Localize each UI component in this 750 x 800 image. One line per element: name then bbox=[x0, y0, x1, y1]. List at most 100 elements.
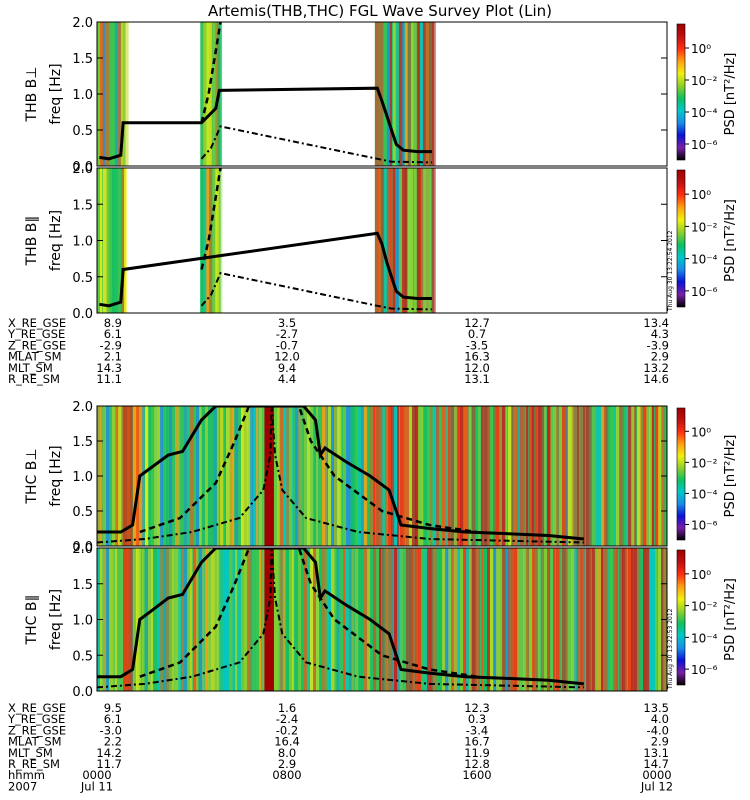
y-tick-label: 1.5 bbox=[72, 198, 93, 213]
spectrogram-column bbox=[541, 548, 545, 691]
y-tick-label: 1.0 bbox=[72, 614, 93, 629]
ephemeris-value: 3.5 bbox=[278, 316, 296, 330]
colorbar-tick-label: 10⁻⁴ bbox=[691, 106, 718, 120]
ephemeris-value: 9.4 bbox=[278, 361, 296, 375]
ephemeris-tables: X_RE_GSE 8.9 3.5 12.7 13.4 Y_RE_GSE 6.1 -2.7 0.7… bbox=[7, 316, 673, 793]
spectrogram-column bbox=[277, 548, 280, 691]
ephemeris-value: Jul 12 bbox=[640, 779, 673, 793]
spectrogram-column bbox=[610, 406, 615, 546]
spectrogram-column bbox=[313, 548, 316, 691]
spectrogram-column bbox=[649, 406, 652, 546]
y-tick-label: 2.0 bbox=[72, 400, 93, 415]
spectrogram-column bbox=[121, 22, 124, 166]
spectrogram-column bbox=[394, 406, 398, 546]
spectrogram-column bbox=[226, 406, 230, 546]
spectrogram-column bbox=[406, 406, 409, 546]
ephemeris-row-label: MLT_SM bbox=[8, 361, 53, 375]
spectrogram-column bbox=[469, 406, 471, 546]
spectrogram-column bbox=[325, 406, 329, 546]
spectrogram-column bbox=[391, 406, 396, 546]
spectrogram-column bbox=[376, 406, 380, 546]
spectrogram-column bbox=[565, 548, 568, 691]
spectrogram-column bbox=[376, 548, 380, 691]
spectrogram-column bbox=[142, 548, 145, 691]
spectrogram-column bbox=[361, 406, 364, 546]
ephemeris-value: 13.4 bbox=[643, 316, 669, 330]
spectrogram-column bbox=[193, 548, 196, 691]
y-tick-label: 1.0 bbox=[72, 88, 93, 103]
y-tick-label: 0.5 bbox=[72, 649, 93, 664]
spectrogram-column bbox=[511, 548, 514, 691]
spectrogram-column bbox=[646, 548, 650, 691]
spectrogram-column bbox=[118, 548, 122, 691]
spectrogram-column bbox=[172, 406, 175, 546]
spectrogram-column bbox=[541, 406, 545, 546]
spectrogram-column bbox=[151, 406, 154, 546]
spectrogram-column bbox=[571, 548, 576, 691]
spectrogram-column bbox=[382, 406, 385, 546]
spectrogram-column bbox=[385, 406, 388, 546]
panel-probe-label: THB B∥ bbox=[24, 216, 40, 267]
y-tick-label: 0.5 bbox=[72, 271, 93, 286]
spectrogram-panel-2: 0.0 0.5 1.0 1.5 2.0 THB B∥ freq [Hz] 10⁰ 10⁻² 10⁻… bbox=[24, 162, 738, 322]
spectrogram-column bbox=[109, 168, 113, 313]
spectrogram-column bbox=[643, 548, 647, 691]
spectrogram-column bbox=[280, 548, 284, 691]
spectrogram-column bbox=[283, 406, 288, 546]
spectrogram-column bbox=[133, 406, 138, 546]
spectrogram-column bbox=[418, 548, 422, 691]
ephemeris-value: 6.1 bbox=[104, 712, 122, 726]
spectrogram-column bbox=[247, 548, 252, 691]
ephemeris-value: 2.9 bbox=[651, 350, 669, 364]
spectrogram-column bbox=[637, 406, 641, 546]
spectrogram-column bbox=[374, 22, 379, 166]
ephemeris-value: -3.0 bbox=[100, 723, 122, 737]
spectrogram-column bbox=[622, 406, 626, 546]
saturated-band bbox=[123, 406, 133, 546]
spectrogram-column bbox=[634, 548, 637, 691]
spectrogram-column bbox=[223, 406, 226, 546]
spectrogram-column bbox=[505, 548, 510, 691]
spectrogram-column bbox=[508, 406, 512, 546]
spectrogram-column bbox=[643, 406, 647, 546]
ephemeris-value: 14.3 bbox=[96, 361, 122, 375]
spectrogram-column bbox=[203, 22, 207, 166]
spectrogram-column bbox=[241, 406, 244, 546]
spectrogram-column bbox=[592, 548, 597, 691]
ephemeris-value: 13.5 bbox=[643, 701, 669, 715]
spectrogram-column bbox=[421, 548, 424, 691]
y-tick-label: 1.5 bbox=[72, 52, 93, 67]
spectrogram-column bbox=[586, 548, 591, 691]
ephemeris-value: 14.6 bbox=[643, 372, 669, 386]
spectrogram-column bbox=[511, 406, 514, 546]
spectrogram-column bbox=[652, 406, 655, 546]
spectrogram-column bbox=[412, 406, 417, 546]
y-tick-label: 0.5 bbox=[72, 505, 93, 520]
spectrogram-column bbox=[364, 548, 369, 691]
spectrogram-column bbox=[607, 406, 611, 546]
spectrogram-column bbox=[340, 406, 343, 546]
colorbar-tick-label: 10⁰ bbox=[691, 42, 711, 56]
spectrogram-column bbox=[595, 548, 599, 691]
spectrogram-column bbox=[337, 406, 341, 546]
colorbar bbox=[676, 23, 686, 161]
spectrogram-column bbox=[562, 406, 567, 546]
spectrogram-column bbox=[646, 406, 650, 546]
spectrogram-column bbox=[457, 548, 460, 691]
spectrogram-column bbox=[259, 406, 262, 546]
ephemeris-value: 8.0 bbox=[278, 746, 296, 760]
curve-dashed bbox=[200, 168, 222, 270]
spectrogram-column bbox=[388, 548, 393, 691]
spectrogram-column bbox=[175, 406, 179, 546]
spectrogram-column bbox=[634, 406, 637, 546]
spectrogram-column bbox=[577, 548, 580, 691]
spectrogram-column bbox=[259, 548, 262, 691]
spectrogram-image bbox=[97, 22, 436, 166]
ephemeris-value: 14.7 bbox=[643, 757, 669, 771]
ephemeris-row-label: Z_RE_GSE bbox=[8, 723, 66, 737]
spectrogram-column bbox=[433, 406, 437, 546]
ephemeris-value: 2.2 bbox=[104, 735, 122, 749]
spectrogram-column bbox=[217, 406, 220, 546]
spectrogram-column bbox=[212, 168, 217, 313]
spectrogram-column bbox=[274, 548, 278, 691]
